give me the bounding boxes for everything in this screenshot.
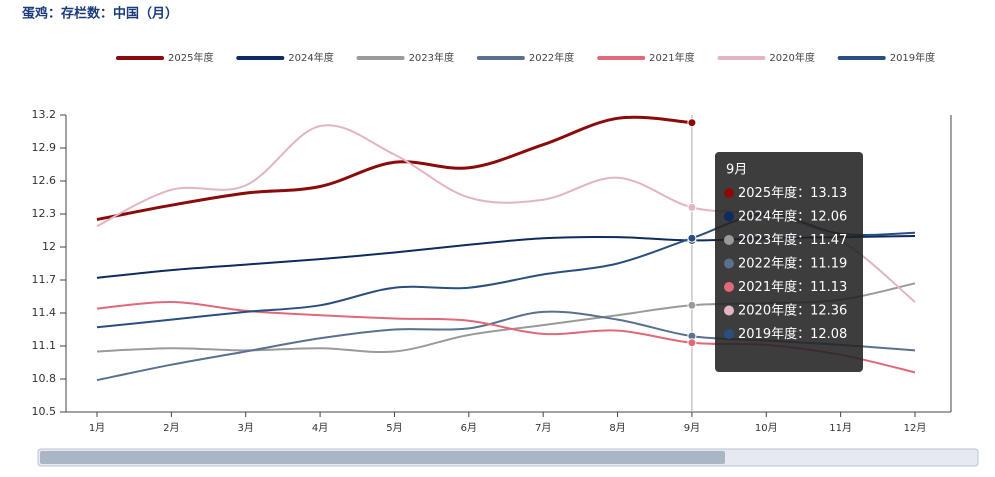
tooltip-separator: ： [797,280,810,295]
tooltip-separator: ： [797,256,810,271]
tooltip-series: 2022年度 [738,255,797,271]
tooltip-series: 2019年度 [738,326,797,342]
tooltip-value: 12.08 [810,327,847,342]
hover-point [687,338,697,348]
tooltip-value: 13.13 [810,186,847,201]
tooltip-value: 12.36 [810,303,847,318]
tooltip-series: 2023年度 [738,232,797,248]
y-tick-label: 12.9 [32,141,57,154]
tooltip-entry: 2023年度：11.47 [738,232,847,248]
y-tick-label: 10.8 [32,372,57,385]
hover-point [687,233,697,243]
y-tick-label: 11.7 [32,273,57,286]
y-tick-label: 11.4 [32,306,57,319]
legend-label: 2025年度 [168,51,213,64]
legend-label: 2022年度 [529,51,574,64]
x-tick-label: 7月 [535,422,551,434]
x-tick-label: 6月 [461,422,477,434]
y-tick-label: 12.6 [32,174,57,187]
tooltip-entry: 2019年度：12.08 [738,326,847,342]
tooltip-entry: 2020年度：12.36 [738,302,847,318]
tooltip-series: 2024年度 [738,208,797,224]
tooltip-entry: 2025年度：13.13 [738,185,847,201]
x-tick-label: 11月 [829,422,852,434]
legend-label: 2021年度 [649,51,694,64]
x-tick-label: 4月 [312,422,328,434]
tooltip-marker [724,188,734,198]
hover-point [687,202,697,212]
tooltip-value: 11.13 [810,280,847,295]
legend-label: 2020年度 [769,51,814,64]
x-tick-label: 12月 [904,422,927,434]
legend-label: 2023年度 [409,51,454,64]
tooltip-entry: 2022年度：11.19 [738,255,847,271]
tooltip-value: 11.19 [810,256,847,271]
y-tick-label: 11.1 [32,339,57,352]
legend-label: 2019年度 [890,51,935,64]
x-tick-label: 3月 [238,422,254,434]
scroll-thumb[interactable] [40,451,725,464]
y-tick-label: 12.3 [32,207,57,220]
tooltip-series: 2020年度 [738,302,797,318]
tooltip-separator: ： [797,233,810,248]
x-tick-label: 5月 [386,422,402,434]
tooltip-value: 12.06 [810,209,847,224]
y-tick-label: 12 [42,240,56,253]
hover-point [687,118,697,128]
x-tick-label: 2月 [163,422,179,434]
tooltip-separator: ： [797,327,810,342]
x-tick-label: 9月 [684,422,700,434]
tooltip-title: 9月 [726,163,747,178]
x-tick-label: 10月 [755,422,778,434]
tooltip-marker [724,305,734,316]
tooltip-entry: 2024年度：12.06 [738,208,847,224]
chart-title: 蛋鸡：存栏数：中国（月） [22,6,178,22]
tooltip-marker [724,282,734,292]
y-tick-label: 13.2 [32,108,57,121]
tooltip-marker [724,235,734,245]
scrollbar[interactable] [37,448,979,467]
y-tick-label: 10.5 [32,405,57,418]
tooltip-marker [724,258,734,269]
x-tick-label: 1月 [89,422,105,434]
tooltip-separator: ： [797,209,810,224]
series-line [96,115,693,221]
tooltip-value: 11.47 [810,233,847,248]
tooltip-series: 2025年度 [738,185,797,201]
tooltip-entry: 2021年度：11.13 [738,279,847,295]
hover-point [687,300,697,310]
legend-label: 2024年度 [288,51,333,64]
x-tick-label: 8月 [609,422,625,434]
tooltip-box [715,152,863,372]
tooltip-marker [724,329,734,339]
tooltip-marker [724,211,734,222]
tooltip-separator: ： [797,303,810,318]
tooltip-series: 2021年度 [738,279,797,295]
tooltip-separator: ： [797,186,810,201]
tooltip: 9月2025年度：13.132024年度：12.062023年度：11.4720… [715,152,863,372]
